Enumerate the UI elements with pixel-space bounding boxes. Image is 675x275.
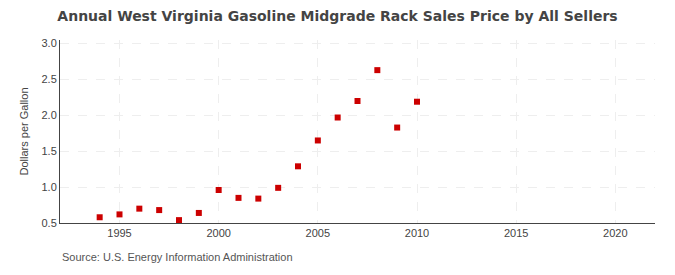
svg-text:2010: 2010 [405,227,429,239]
svg-text:1.0: 1.0 [42,181,57,193]
svg-text:Annual West Virginia Gasoline: Annual West Virginia Gasoline Midgrade R… [57,8,617,24]
svg-text:1995: 1995 [107,227,131,239]
svg-text:2015: 2015 [504,227,528,239]
svg-text:1.5: 1.5 [42,145,57,157]
svg-text:2005: 2005 [306,227,330,239]
svg-text:3.0: 3.0 [42,37,57,49]
svg-text:2.0: 2.0 [42,109,57,121]
svg-text:Dollars per Gallon: Dollars per Gallon [18,87,30,175]
svg-text:2020: 2020 [603,227,627,239]
svg-text:Source: U.S. Energy Informatio: Source: U.S. Energy Information Administ… [62,251,293,263]
svg-text:2000: 2000 [206,227,230,239]
svg-text:2.5: 2.5 [42,73,57,85]
svg-text:0.5: 0.5 [42,217,57,229]
